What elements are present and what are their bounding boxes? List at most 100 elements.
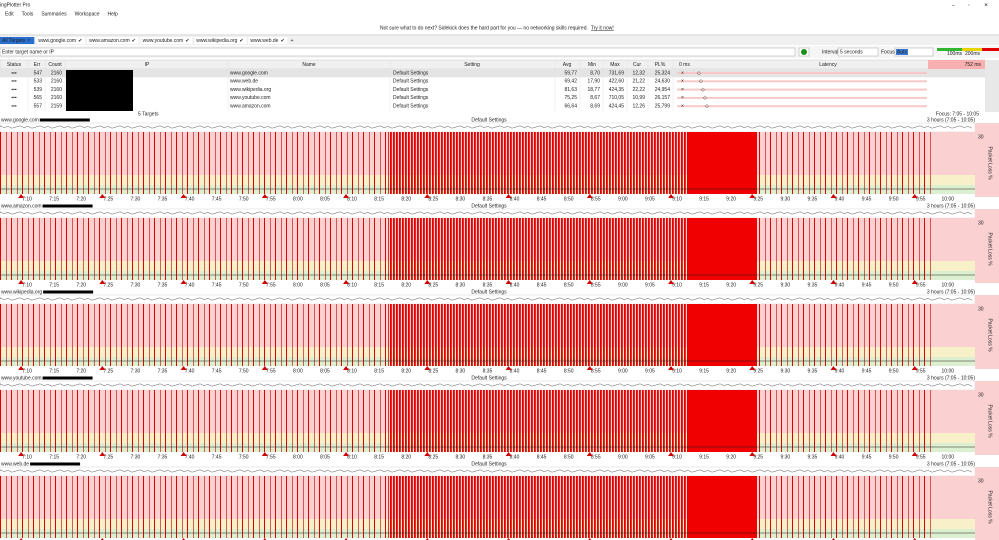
- minimize[interactable]: –: [952, 2, 955, 8]
- latency-strip: [0, 381, 975, 390]
- time-tick: 7:55: [266, 282, 276, 288]
- time-tick: 9:05: [645, 196, 655, 202]
- loss-region: [388, 218, 688, 280]
- time-tick: 9:10: [672, 368, 682, 374]
- time-tick: 8:55: [591, 196, 601, 202]
- cell: 17,90: [587, 79, 600, 85]
- time-tick: 8:00: [293, 196, 303, 202]
- time-tick: 7:35: [158, 454, 168, 460]
- time-tick: 7:35: [158, 196, 168, 202]
- latency-marker: ◇: [697, 70, 701, 76]
- time-tick: 10:00: [942, 368, 955, 374]
- column-header[interactable]: Avg: [563, 62, 572, 68]
- cell: www.web.de: [230, 79, 258, 85]
- time-tick: 9:20: [726, 454, 736, 460]
- loss-region: [388, 132, 688, 194]
- time-tick: 8:55: [591, 368, 601, 374]
- redacted-ip: [43, 377, 93, 380]
- latency-bar: [677, 105, 927, 107]
- time-tick: 8:20: [401, 196, 411, 202]
- loss-region: [688, 132, 757, 194]
- tab-label[interactable]: All Targets: [2, 38, 26, 44]
- cell: 10,99: [632, 95, 645, 101]
- menu-item[interactable]: Tools: [22, 11, 34, 17]
- cell: www.amazon.com: [230, 104, 271, 110]
- time-tick: 9:40: [835, 368, 845, 374]
- time-tick: 8:05: [320, 282, 330, 288]
- column-header[interactable]: Status: [7, 62, 22, 68]
- time-tick: 8:45: [537, 368, 547, 374]
- tab-label[interactable]: www.web.de: [250, 38, 278, 44]
- time-tick: 8:35: [483, 196, 493, 202]
- cell: 81,63: [564, 87, 577, 93]
- status-icon: ▪▪▪: [11, 70, 17, 76]
- menu-item[interactable]: Edit: [5, 11, 14, 17]
- close[interactable]: ✕: [984, 2, 988, 8]
- column-header[interactable]: Name: [302, 62, 316, 68]
- time-tick: 7:50: [239, 368, 249, 374]
- time-tick: 7:35: [158, 368, 168, 374]
- graph-target: www.youtube.com: [1, 375, 42, 381]
- time-tick: 9:25: [753, 196, 763, 202]
- scrollbar[interactable]: [985, 60, 999, 112]
- column-header[interactable]: Setting: [464, 62, 480, 68]
- time-tick: 10:00: [942, 282, 955, 288]
- column-header[interactable]: Min: [588, 62, 596, 68]
- time-tick: 7:10: [22, 196, 32, 202]
- y-max: 30: [978, 478, 984, 484]
- time-tick: 8:40: [510, 368, 520, 374]
- tab-label[interactable]: www.amazon.com: [89, 38, 130, 44]
- column-header[interactable]: IP: [145, 62, 150, 68]
- time-tick: 7:55: [266, 368, 276, 374]
- menu-item[interactable]: Help: [108, 11, 119, 17]
- time-tick: 7:45: [212, 454, 222, 460]
- cell: 66,64: [564, 104, 577, 110]
- time-tick: 9:10: [672, 196, 682, 202]
- cell: 731,69: [609, 70, 625, 76]
- cell: 2160: [51, 87, 62, 93]
- time-tick: 9:45: [862, 196, 872, 202]
- graph-setting: Default Settings: [471, 375, 507, 381]
- time-tick: 9:55: [916, 368, 926, 374]
- column-header[interactable]: Cur: [633, 62, 641, 68]
- target-input[interactable]: [0, 48, 795, 56]
- time-tick: 7:15: [49, 282, 59, 288]
- time-tick: 8:35: [483, 454, 493, 460]
- time-tick: 8:25: [428, 454, 438, 460]
- time-tick: 7:45: [212, 282, 222, 288]
- menu-item[interactable]: Summaries: [41, 11, 67, 17]
- column-header[interactable]: Count: [48, 62, 62, 68]
- time-tick: 7:40: [185, 368, 195, 374]
- tab-label[interactable]: www.wikipedia.org: [196, 38, 237, 44]
- time-tick: 8:30: [455, 454, 465, 460]
- time-tick: 8:05: [320, 196, 330, 202]
- latency-marker: ◇: [703, 95, 707, 101]
- time-tick: 8:40: [510, 196, 520, 202]
- time-tick: 9:40: [835, 454, 845, 460]
- tab-label[interactable]: www.youtube.com: [143, 38, 184, 44]
- graph-range: 3 hours (7:05 - 10:05): [927, 461, 975, 467]
- column-header[interactable]: Max: [610, 62, 620, 68]
- cell: 2160: [51, 79, 62, 85]
- time-tick: 9:00: [618, 368, 628, 374]
- latency-bar: [677, 80, 927, 82]
- time-tick: 8:15: [374, 454, 384, 460]
- column-header[interactable]: Err: [34, 62, 41, 68]
- maximize[interactable]: ▫: [968, 2, 970, 8]
- cell: 2160: [51, 70, 62, 76]
- cell: 547: [34, 70, 43, 76]
- tab-label[interactable]: www.google.com: [38, 38, 76, 44]
- cell: 59,77: [564, 70, 577, 76]
- cell: www.google.com: [230, 70, 268, 76]
- time-tick: 9:30: [780, 454, 790, 460]
- column-header[interactable]: PL%: [655, 62, 666, 68]
- time-tick: 8:25: [428, 368, 438, 374]
- banner-link[interactable]: Try it now!: [591, 25, 614, 31]
- add-tab[interactable]: +: [290, 38, 293, 44]
- menu-item[interactable]: Workspace: [75, 11, 100, 17]
- y-label: Packet Loss %: [987, 490, 993, 524]
- time-tick: 7:15: [49, 196, 59, 202]
- time-tick: 9:25: [753, 368, 763, 374]
- column-header[interactable]: 0 ms: [679, 62, 690, 68]
- column-header[interactable]: Latency: [819, 62, 837, 68]
